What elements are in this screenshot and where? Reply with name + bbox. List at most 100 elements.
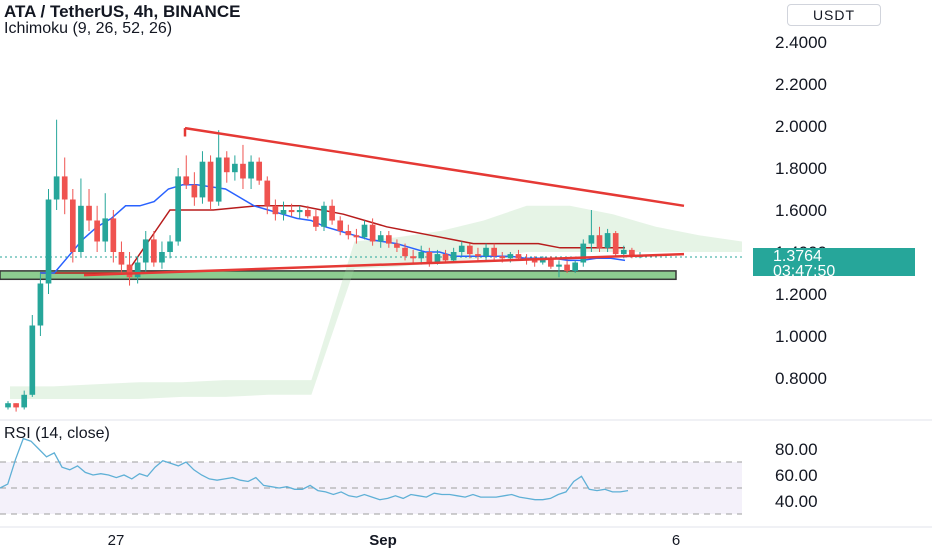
candle-body — [329, 205, 335, 221]
candle — [450, 247, 457, 263]
candle-body — [442, 254, 449, 261]
candle — [353, 228, 360, 244]
candle — [159, 241, 165, 269]
candle — [183, 155, 190, 189]
candle-body — [515, 254, 522, 259]
candle — [296, 205, 303, 219]
candle-body — [499, 256, 506, 259]
bar-countdown: 03:47:50 — [773, 263, 836, 280]
candle — [531, 256, 538, 267]
candle-body — [29, 325, 36, 395]
candle-body — [385, 235, 392, 244]
time-tick-label: 6 — [672, 532, 680, 549]
candle — [5, 401, 11, 410]
candle-body — [61, 176, 68, 200]
candle-body — [142, 239, 149, 263]
candle-body — [612, 233, 619, 255]
candle — [329, 199, 335, 225]
candle — [13, 403, 19, 412]
candle-body — [426, 252, 433, 263]
candle-body — [134, 262, 141, 278]
candle — [564, 260, 570, 273]
candle-body — [207, 161, 214, 202]
candle — [61, 157, 68, 215]
candle-body — [450, 252, 457, 261]
candle — [37, 273, 44, 336]
candle-body — [337, 220, 344, 231]
candle-body — [53, 176, 60, 200]
candle — [345, 224, 352, 240]
time-tick-label: Sep — [369, 532, 397, 549]
candle — [442, 249, 449, 263]
candle — [264, 176, 271, 215]
candle — [45, 189, 52, 294]
candle — [580, 239, 587, 267]
candle-body — [183, 176, 190, 185]
candle — [604, 228, 611, 252]
candle-body — [167, 241, 173, 252]
candle-body — [264, 180, 271, 206]
candle — [69, 189, 76, 263]
candle — [21, 390, 28, 410]
candle-body — [620, 249, 627, 255]
chart-title: ATA / TetherUS, 4h, BINANCE — [4, 2, 241, 21]
candle-body — [580, 243, 587, 263]
candle-body — [313, 216, 319, 227]
candle — [223, 151, 230, 183]
candle-body — [604, 233, 611, 248]
candle-body — [110, 218, 117, 252]
candle-body — [402, 247, 408, 257]
rsi-line — [0, 437, 629, 501]
candle — [280, 201, 287, 221]
price-tick-label: 2.2000 — [775, 75, 827, 94]
candle-body — [564, 264, 570, 271]
candle-body — [353, 235, 360, 238]
candle — [418, 245, 425, 265]
candle — [321, 201, 327, 231]
candle — [394, 239, 400, 252]
price-tick-label: 1.0000 — [775, 327, 827, 346]
candle-body — [199, 161, 206, 198]
candle-body — [458, 245, 465, 252]
ichimoku-indicator-label[interactable]: Ichimoku (9, 26, 52, 26) — [4, 20, 173, 37]
support-zone — [0, 270, 677, 281]
candle-body — [491, 247, 497, 257]
currency-selector[interactable]: USDT — [787, 4, 881, 26]
candle-body — [321, 205, 327, 227]
rsi-tick-label: 80.00 — [775, 440, 818, 459]
candle-body — [191, 184, 198, 198]
candle-body — [377, 235, 384, 242]
candle-body — [232, 163, 238, 173]
candle-body — [288, 210, 295, 213]
candle-body — [304, 210, 311, 217]
candle — [175, 168, 181, 246]
candle — [458, 241, 465, 257]
candle — [539, 256, 546, 265]
candle — [102, 193, 109, 252]
candle — [248, 155, 254, 189]
last-price-value: 1.3764 — [773, 248, 822, 265]
rsi-tick-label: 60.00 — [775, 466, 818, 485]
rsi-tick-label: 40.00 — [775, 492, 818, 511]
candle-body — [539, 258, 546, 263]
candle — [385, 231, 392, 248]
candle-body — [215, 157, 222, 202]
candle-body — [126, 264, 133, 278]
candle — [467, 243, 473, 259]
candle-body — [78, 205, 84, 252]
candle-body — [21, 394, 28, 408]
candle — [191, 172, 198, 206]
candle — [118, 241, 125, 273]
candle-body — [256, 161, 263, 181]
candle-body — [175, 176, 181, 242]
candle — [556, 260, 562, 278]
rsi-indicator-label[interactable]: RSI (14, close) — [4, 425, 110, 442]
candle-body — [572, 262, 579, 271]
candle-body — [467, 245, 473, 255]
candle — [361, 220, 368, 240]
candle-body — [596, 235, 603, 248]
candle — [142, 231, 149, 273]
candle-body — [434, 254, 441, 263]
candle — [110, 210, 117, 263]
candle — [288, 203, 295, 217]
